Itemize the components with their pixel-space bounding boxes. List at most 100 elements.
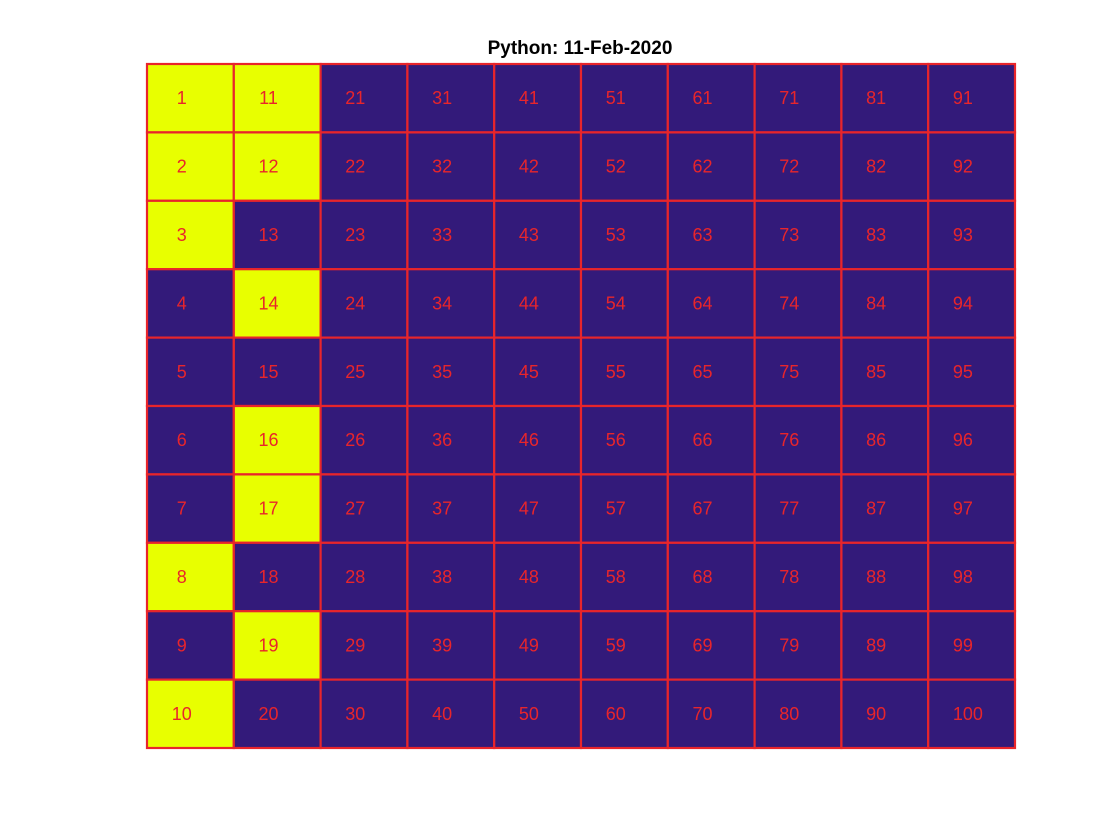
heatmap-cell-label-83: 83 <box>866 225 886 245</box>
heatmap-cell-46 <box>493 404 583 476</box>
heatmap-cell-44 <box>493 268 583 339</box>
heatmap-cell-9 <box>145 610 235 681</box>
heatmap-cell-label-40: 40 <box>432 704 452 724</box>
heatmap-cell-6 <box>145 404 235 476</box>
heatmap-cell-label-47: 47 <box>519 499 539 519</box>
heatmap-cell-label-62: 62 <box>693 157 713 177</box>
heatmap-cell-label-11: 11 <box>259 88 278 108</box>
heatmap-cell-8 <box>145 541 235 613</box>
heatmap-cell-label-13: 13 <box>259 225 279 245</box>
heatmap-cell-label-48: 48 <box>519 567 539 587</box>
heatmap-cell-18 <box>232 541 322 613</box>
heatmap-cell-label-57: 57 <box>606 499 626 519</box>
heatmap-cell-label-34: 34 <box>432 293 452 313</box>
heatmap-cell-label-35: 35 <box>432 362 452 382</box>
heatmap-cell-label-56: 56 <box>606 430 626 450</box>
heatmap-cell-label-60: 60 <box>606 704 626 724</box>
heatmap-cell-38 <box>406 541 496 613</box>
heatmap-cell-label-69: 69 <box>693 635 713 655</box>
heatmap-cell-label-29: 29 <box>345 635 365 655</box>
heatmap-cell-label-88: 88 <box>866 567 886 587</box>
heatmap-cell-48 <box>493 541 583 613</box>
heatmap-cell-label-59: 59 <box>606 635 626 655</box>
heatmap-cell-label-7: 7 <box>177 499 187 519</box>
heatmap-cell-label-72: 72 <box>779 157 799 177</box>
heatmap-cell-label-86: 86 <box>866 430 886 450</box>
heatmap-cell-14 <box>232 268 322 339</box>
heatmap-cell-label-39: 39 <box>432 635 452 655</box>
heatmap-cell-label-89: 89 <box>866 635 886 655</box>
heatmap-cell-label-2: 2 <box>177 157 187 177</box>
chart-title: Python: 11-Feb-2020 <box>488 38 673 59</box>
heatmap-cell-label-46: 46 <box>519 430 539 450</box>
heatmap-cell-label-52: 52 <box>606 157 626 177</box>
heatmap-cell-label-73: 73 <box>779 225 799 245</box>
heatmap-cell-label-55: 55 <box>606 362 626 382</box>
heatmap-cell-label-17: 17 <box>259 499 279 519</box>
heatmap-cell-label-82: 82 <box>866 157 886 177</box>
heatmap-cell-86 <box>840 404 930 476</box>
heatmap-cell-label-1: 1 <box>177 88 187 108</box>
heatmap-cell-64 <box>666 268 756 339</box>
heatmap-cell-label-32: 32 <box>432 157 452 177</box>
heatmap-cell-85 <box>840 336 930 408</box>
heatmap-cell-58 <box>579 541 669 613</box>
heatmap-cell-label-80: 80 <box>779 704 799 724</box>
heatmap-cell-label-43: 43 <box>519 225 539 245</box>
heatmap-cell-17 <box>232 473 322 544</box>
heatmap-cell-label-12: 12 <box>259 157 279 177</box>
heatmap-cell-5 <box>145 336 235 408</box>
heatmap-cell-label-68: 68 <box>693 567 713 587</box>
heatmap-cell-label-96: 96 <box>953 430 973 450</box>
heatmap-cell-label-18: 18 <box>259 567 279 587</box>
heatmap-cell-91 <box>927 62 1017 134</box>
heatmap-cell-16 <box>232 404 322 476</box>
heatmap-cell-92 <box>927 131 1017 202</box>
heatmap-cell-label-50: 50 <box>519 704 539 724</box>
heatmap-cell-label-81: 81 <box>866 88 886 108</box>
heatmap-cell-4 <box>145 268 235 339</box>
heatmap-cell-100 <box>927 678 1017 750</box>
heatmap-cell-26 <box>319 404 409 476</box>
heatmap-cell-78 <box>753 541 843 613</box>
heatmap-cell-label-26: 26 <box>345 430 365 450</box>
heatmap-cell-10 <box>145 678 235 750</box>
heatmap-cell-79 <box>753 610 843 681</box>
heatmap-cell-3 <box>145 199 235 271</box>
heatmap-cell-81 <box>840 62 930 134</box>
heatmap-cell-label-49: 49 <box>519 635 539 655</box>
heatmap-cell-41 <box>493 62 583 134</box>
heatmap-cell-60 <box>579 678 669 750</box>
heatmap-cell-39 <box>406 610 496 681</box>
heatmap-cell-label-79: 79 <box>779 635 799 655</box>
heatmap-cell-label-93: 93 <box>953 225 973 245</box>
heatmap-cell-55 <box>579 336 669 408</box>
heatmap-cell-label-91: 91 <box>953 88 973 108</box>
heatmap-labels: 1234567891011121314151617181920212223242… <box>172 88 983 724</box>
heatmap-cell-label-58: 58 <box>606 567 626 587</box>
heatmap-cell-87 <box>840 473 930 544</box>
heatmap-cell-label-31: 31 <box>432 88 452 108</box>
heatmap-cell-30 <box>319 678 409 750</box>
heatmap-cell-label-65: 65 <box>693 362 713 382</box>
heatmap-cell-label-70: 70 <box>693 704 713 724</box>
heatmap-cell-label-16: 16 <box>259 430 279 450</box>
heatmap-cell-label-27: 27 <box>345 499 365 519</box>
heatmap-cell-2 <box>145 131 235 202</box>
heatmap-cell-52 <box>579 131 669 202</box>
heatmap-cell-label-23: 23 <box>345 225 365 245</box>
heatmap-cell-62 <box>666 131 756 202</box>
heatmap-cell-7 <box>145 473 235 544</box>
heatmap-cell-label-3: 3 <box>177 225 187 245</box>
heatmap-cell-15 <box>232 336 322 408</box>
heatmap-cell-54 <box>579 268 669 339</box>
heatmap-cell-72 <box>753 131 843 202</box>
heatmap-cell-label-75: 75 <box>779 362 799 382</box>
heatmap-cell-43 <box>493 199 583 271</box>
heatmap-cell-99 <box>927 610 1017 681</box>
heatmap-cell-label-61: 61 <box>693 88 713 108</box>
heatmap-cell-label-41: 41 <box>519 88 539 108</box>
heatmap-cell-label-98: 98 <box>953 567 973 587</box>
heatmap-cell-80 <box>753 678 843 750</box>
